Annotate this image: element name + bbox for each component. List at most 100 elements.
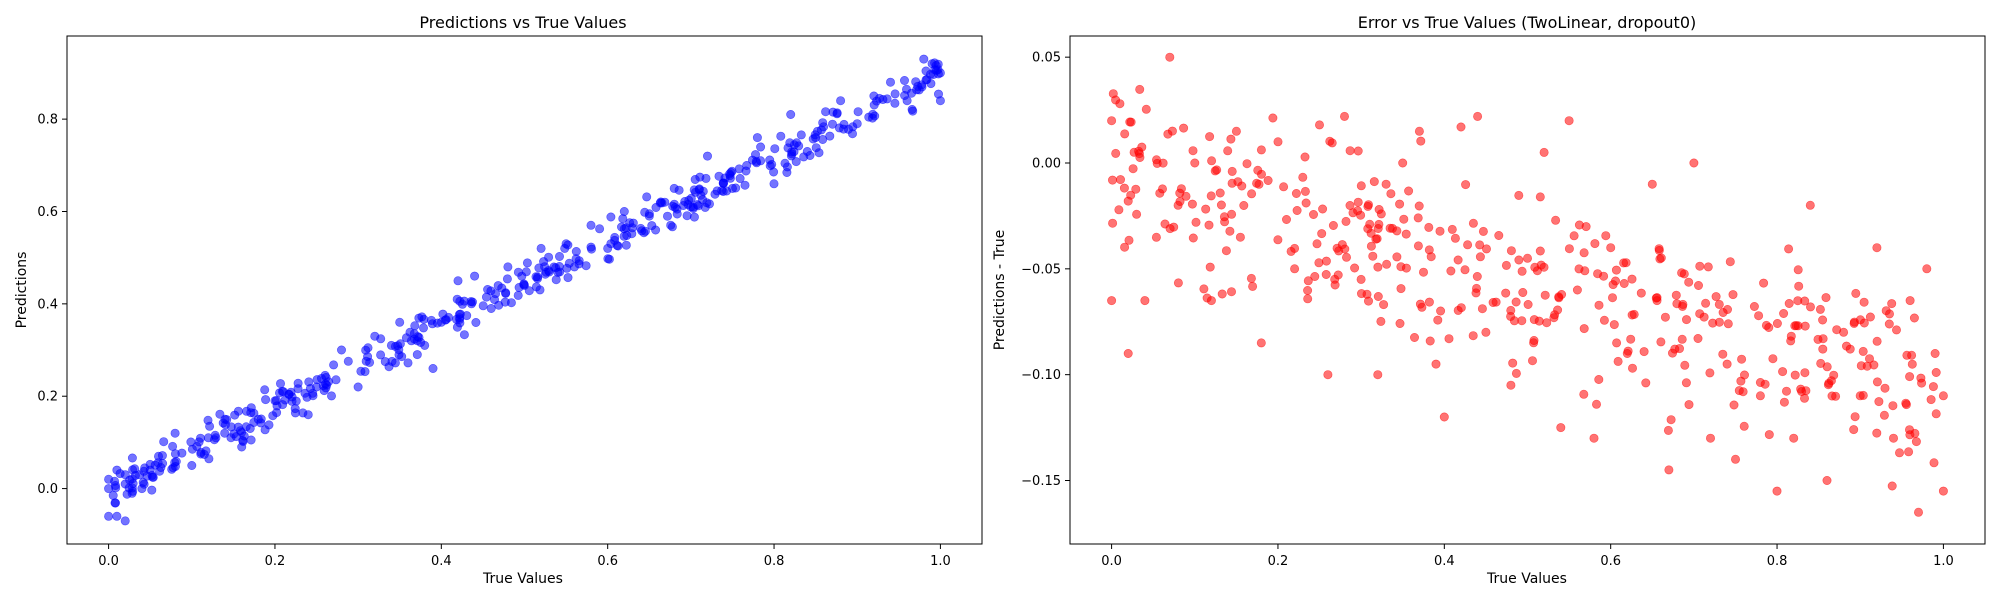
- data-point: [1290, 243, 1300, 253]
- data-point: [1119, 183, 1129, 193]
- data-point: [1247, 189, 1257, 199]
- data-point: [1468, 218, 1478, 228]
- data-point: [304, 377, 314, 387]
- predictions-scatter-plot: Predictions vs True Values 0.0 0.2 0.4 0.6 0…: [14, 13, 983, 587]
- data-point: [1206, 296, 1216, 306]
- plot-title: Predictions vs True Values: [419, 13, 626, 32]
- data-point: [867, 113, 877, 123]
- data-point: [502, 274, 512, 284]
- data-point: [1723, 304, 1733, 314]
- data-point: [1363, 201, 1373, 211]
- data-point: [1551, 215, 1561, 225]
- data-point: [497, 283, 507, 293]
- data-point: [1439, 412, 1449, 422]
- data-point: [1141, 104, 1151, 114]
- data-point: [1431, 359, 1441, 369]
- data-point: [1374, 219, 1384, 229]
- data-point: [1539, 147, 1549, 157]
- data-point: [1353, 206, 1363, 216]
- data-point: [1388, 223, 1398, 233]
- data-point: [1357, 289, 1367, 299]
- y-tick-label: −0.05: [1021, 262, 1061, 277]
- data-point: [666, 220, 676, 230]
- data-point: [395, 317, 405, 327]
- data-point: [1163, 129, 1173, 139]
- data-point: [1472, 271, 1482, 281]
- data-point: [783, 143, 793, 153]
- data-point: [1473, 111, 1483, 121]
- data-point: [112, 465, 122, 475]
- data-point: [1879, 410, 1889, 420]
- data-point: [1501, 288, 1511, 298]
- data-point: [1671, 290, 1681, 300]
- x-tick-label: 0.8: [764, 554, 785, 569]
- data-point: [1938, 391, 1948, 401]
- data-point: [1791, 321, 1801, 331]
- data-point: [1368, 251, 1378, 261]
- data-point: [834, 123, 844, 133]
- data-point: [203, 433, 213, 443]
- data-point: [1664, 465, 1674, 475]
- data-point: [1629, 309, 1639, 319]
- data-point: [1911, 437, 1921, 447]
- data-point: [1132, 209, 1142, 219]
- data-point: [1373, 370, 1383, 380]
- data-point: [756, 142, 766, 152]
- data-point: [647, 221, 657, 231]
- data-point: [1859, 318, 1869, 328]
- data-point: [1731, 454, 1741, 464]
- data-point: [1225, 226, 1235, 236]
- data-point: [1677, 334, 1687, 344]
- data-point: [1310, 271, 1320, 281]
- data-point: [245, 423, 255, 433]
- data-point: [1622, 348, 1632, 358]
- data-point: [1414, 126, 1424, 136]
- data-point: [233, 406, 243, 416]
- data-point: [852, 119, 862, 129]
- data-point: [278, 387, 288, 397]
- data-point: [1796, 384, 1806, 394]
- data-point: [1590, 239, 1600, 249]
- data-point: [1818, 344, 1828, 354]
- data-point: [1356, 181, 1366, 191]
- data-point: [1895, 448, 1905, 458]
- data-point: [1579, 324, 1589, 334]
- data-point: [260, 385, 270, 395]
- data-point: [1395, 199, 1405, 209]
- data-point: [1779, 397, 1789, 407]
- data-point: [1594, 300, 1604, 310]
- data-point: [293, 378, 303, 388]
- data-point: [698, 186, 708, 196]
- data-point: [613, 241, 623, 251]
- data-point: [1124, 235, 1134, 245]
- data-point: [1248, 281, 1258, 291]
- data-point: [1207, 156, 1217, 166]
- data-point: [1579, 248, 1589, 258]
- data-point: [353, 382, 363, 392]
- data-point: [1641, 378, 1651, 388]
- data-point: [1892, 325, 1902, 335]
- y-axis-ticks: 0.0 0.2 0.4 0.6 0.8: [37, 113, 67, 497]
- data-point: [380, 357, 390, 367]
- data-point: [290, 408, 300, 418]
- data-point: [1107, 296, 1117, 306]
- data-point: [395, 339, 405, 349]
- data-point: [1772, 318, 1782, 328]
- data-point: [1904, 447, 1914, 457]
- data-point: [1574, 220, 1584, 230]
- data-point: [701, 173, 711, 183]
- data-point: [1366, 241, 1376, 251]
- y-tick-label: −0.15: [1021, 474, 1061, 489]
- data-point: [1399, 214, 1409, 224]
- data-point: [1300, 186, 1310, 196]
- data-point: [1246, 273, 1256, 283]
- data-point: [1108, 218, 1118, 228]
- data-point: [311, 382, 321, 392]
- data-point: [1865, 354, 1875, 364]
- data-point: [1701, 298, 1711, 308]
- data-point: [1822, 475, 1832, 485]
- data-point: [1506, 246, 1516, 256]
- data-point: [363, 343, 373, 353]
- x-axis-label: True Values: [1486, 571, 1567, 587]
